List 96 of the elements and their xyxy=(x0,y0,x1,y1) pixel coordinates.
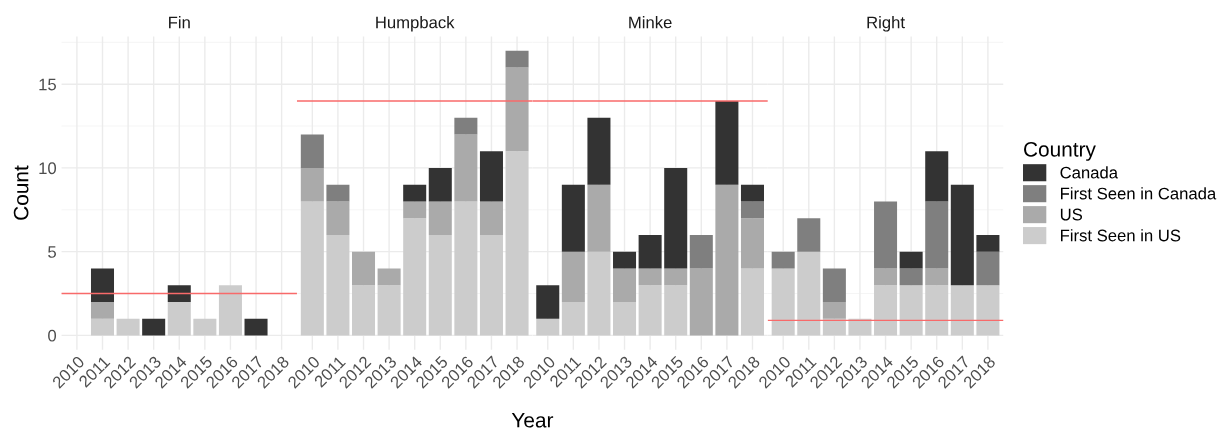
bar xyxy=(822,301,846,319)
bar xyxy=(899,251,923,269)
bar xyxy=(326,184,350,202)
bar xyxy=(613,301,637,336)
bar xyxy=(300,167,324,202)
bar xyxy=(90,301,115,319)
bar xyxy=(664,167,688,269)
chart-title: Fin xyxy=(169,16,190,29)
bar xyxy=(244,318,268,336)
bar xyxy=(326,201,350,235)
bar xyxy=(925,201,949,269)
bar xyxy=(740,218,764,269)
bar xyxy=(899,285,923,336)
bar xyxy=(689,268,713,336)
chart-title: Humpback xyxy=(376,16,455,32)
bar xyxy=(638,268,662,286)
bar xyxy=(403,218,427,336)
bar xyxy=(352,285,376,336)
bar xyxy=(822,268,846,302)
bar xyxy=(664,285,688,336)
bar xyxy=(771,251,795,269)
bar xyxy=(797,218,821,252)
bar xyxy=(352,251,376,286)
bar xyxy=(479,151,503,202)
bar xyxy=(950,285,974,336)
bar xyxy=(90,318,115,336)
bar xyxy=(638,285,662,336)
bar xyxy=(454,201,478,336)
bar xyxy=(505,67,529,152)
legend-label: First Seen in US xyxy=(1061,229,1181,242)
bar xyxy=(587,184,611,252)
bar xyxy=(193,318,217,336)
bar xyxy=(899,268,923,286)
chart-title: Minke xyxy=(629,16,672,29)
bar xyxy=(428,167,452,202)
bar xyxy=(479,201,503,235)
bar xyxy=(377,285,401,336)
bar xyxy=(454,134,478,202)
bar xyxy=(976,251,1000,286)
bar xyxy=(715,184,739,336)
legend-label: Canada xyxy=(1060,166,1119,179)
bar xyxy=(505,151,529,336)
bar xyxy=(561,251,585,302)
bar xyxy=(587,117,611,185)
bar xyxy=(326,234,350,336)
bar xyxy=(740,201,764,219)
bar xyxy=(664,268,688,286)
x-axis-title: Year xyxy=(511,413,554,428)
bar xyxy=(561,301,585,336)
bar xyxy=(428,201,452,235)
bar xyxy=(300,201,324,336)
bar xyxy=(976,234,1000,252)
bar xyxy=(925,285,949,336)
bar xyxy=(771,268,795,336)
bar xyxy=(950,184,974,286)
bar xyxy=(689,234,713,269)
bar xyxy=(740,184,764,202)
bar xyxy=(536,285,560,319)
bar xyxy=(874,201,898,269)
bar xyxy=(874,268,898,286)
bar xyxy=(740,268,764,336)
y-tick-label: 10 xyxy=(39,162,57,175)
bar xyxy=(403,201,427,219)
y-tick-label: 15 xyxy=(39,78,56,91)
bar xyxy=(613,251,637,269)
bar xyxy=(90,268,115,302)
bar xyxy=(403,184,427,202)
bar xyxy=(613,268,637,302)
bar xyxy=(428,234,452,336)
bar xyxy=(976,285,1000,336)
bar xyxy=(925,151,949,202)
legend-label: US xyxy=(1060,208,1083,221)
bar xyxy=(377,268,401,286)
bar xyxy=(536,318,560,336)
bar xyxy=(142,318,166,336)
legend-label: First Seen in Canada xyxy=(1061,187,1217,200)
bar xyxy=(874,285,898,336)
bar xyxy=(638,234,662,269)
y-tick-label: 5 xyxy=(48,246,56,258)
y-axis-title: Count xyxy=(13,165,29,220)
bar xyxy=(797,251,821,336)
bar xyxy=(167,285,191,302)
bar xyxy=(715,100,739,185)
bar xyxy=(300,134,324,168)
bar xyxy=(505,50,529,68)
legend-title: Country xyxy=(1024,141,1096,161)
bar xyxy=(561,184,585,252)
bar xyxy=(925,268,949,286)
bar xyxy=(454,117,478,135)
bar xyxy=(167,301,191,336)
y-tick-label: 0 xyxy=(48,329,57,342)
bar xyxy=(587,251,611,336)
chart-title: Right xyxy=(867,16,905,32)
bar xyxy=(218,285,242,336)
bar xyxy=(479,234,503,336)
bar xyxy=(116,318,140,336)
